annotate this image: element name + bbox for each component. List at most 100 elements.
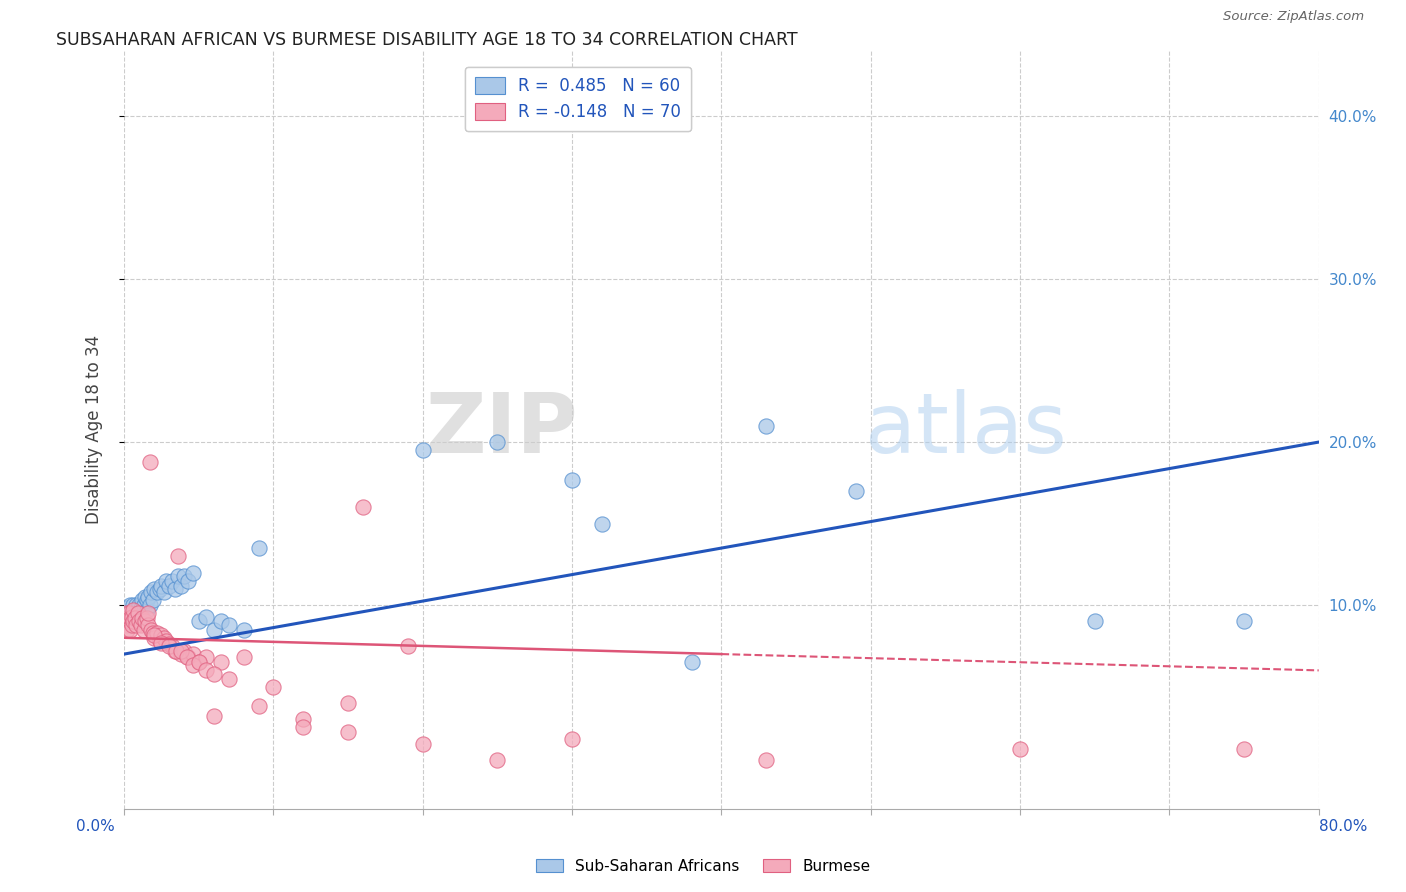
Point (122, 607, 145, 621)
Point (120, 598, 142, 612)
Point (135, 603, 157, 617)
Point (173, 644, 195, 658)
Point (1084, 615, 1107, 629)
Point (681, 655, 703, 669)
Point (160, 639, 183, 653)
Point (131, 611, 153, 625)
Point (209, 615, 232, 629)
Point (153, 631, 176, 645)
Point (114, 607, 136, 621)
Point (124, 603, 146, 617)
Point (337, 696, 360, 710)
Point (115, 601, 138, 615)
Point (337, 725, 360, 739)
Point (232, 623, 254, 637)
Point (170, 578, 193, 592)
Point (187, 615, 209, 629)
Point (143, 582, 166, 596)
Text: atlas: atlas (865, 389, 1067, 470)
Point (135, 611, 157, 625)
Point (412, 737, 434, 751)
Point (187, 655, 209, 669)
Point (132, 623, 155, 637)
Point (117, 607, 139, 621)
Point (247, 541, 270, 555)
Point (146, 585, 169, 599)
Point (135, 593, 157, 607)
Text: 0.0%: 0.0% (76, 820, 115, 834)
Point (121, 609, 143, 624)
Point (136, 590, 159, 604)
Point (124, 609, 146, 624)
Point (157, 578, 180, 592)
Point (125, 607, 148, 621)
Point (117, 617, 139, 632)
Point (202, 709, 225, 723)
Point (247, 699, 270, 714)
Point (167, 549, 190, 564)
Point (143, 627, 166, 641)
Point (139, 623, 162, 637)
Point (141, 593, 163, 607)
Point (124, 611, 146, 625)
Point (138, 598, 160, 612)
Point (755, 418, 778, 433)
Text: SUBSAHARAN AFRICAN VS BURMESE DISABILITY AGE 18 TO 34 CORRELATION CHART: SUBSAHARAN AFRICAN VS BURMESE DISABILITY… (56, 31, 797, 49)
Point (1010, 741, 1032, 756)
Point (125, 598, 148, 612)
Point (845, 483, 868, 498)
Point (173, 569, 195, 583)
Point (181, 647, 204, 661)
Point (755, 753, 778, 767)
Point (195, 650, 218, 665)
Point (176, 650, 198, 665)
Point (209, 655, 232, 669)
Point (121, 617, 143, 632)
Point (155, 634, 177, 648)
Point (160, 574, 183, 588)
Point (486, 753, 509, 767)
Point (129, 601, 152, 615)
Point (129, 617, 152, 632)
Point (177, 574, 200, 588)
Point (165, 644, 187, 658)
Point (202, 623, 225, 637)
Point (150, 635, 173, 649)
Point (163, 644, 186, 658)
Legend: Sub-Saharan Africans, Burmese: Sub-Saharan Africans, Burmese (530, 853, 876, 880)
Point (136, 607, 159, 621)
Point (486, 435, 509, 450)
Point (125, 617, 148, 632)
Point (146, 626, 169, 640)
Point (120, 611, 142, 625)
Text: 80.0%: 80.0% (1319, 820, 1367, 834)
Point (136, 617, 159, 632)
Point (150, 578, 173, 592)
Point (132, 598, 155, 612)
Point (128, 615, 150, 629)
Point (396, 639, 419, 653)
Point (149, 582, 172, 596)
Point (177, 650, 200, 665)
Point (127, 611, 149, 625)
Point (114, 607, 136, 621)
Point (127, 603, 149, 617)
Point (195, 664, 218, 678)
Point (117, 615, 139, 629)
Point (122, 603, 145, 617)
Point (128, 607, 150, 621)
Point (121, 607, 143, 621)
Point (292, 721, 315, 735)
Point (218, 672, 240, 686)
Point (122, 615, 145, 629)
Point (561, 731, 583, 746)
Point (155, 574, 177, 588)
Point (170, 644, 193, 658)
Point (139, 585, 162, 599)
Point (195, 609, 218, 624)
Point (149, 634, 172, 648)
Point (232, 650, 254, 665)
Point (115, 611, 138, 625)
Point (202, 666, 225, 681)
Point (128, 598, 150, 612)
